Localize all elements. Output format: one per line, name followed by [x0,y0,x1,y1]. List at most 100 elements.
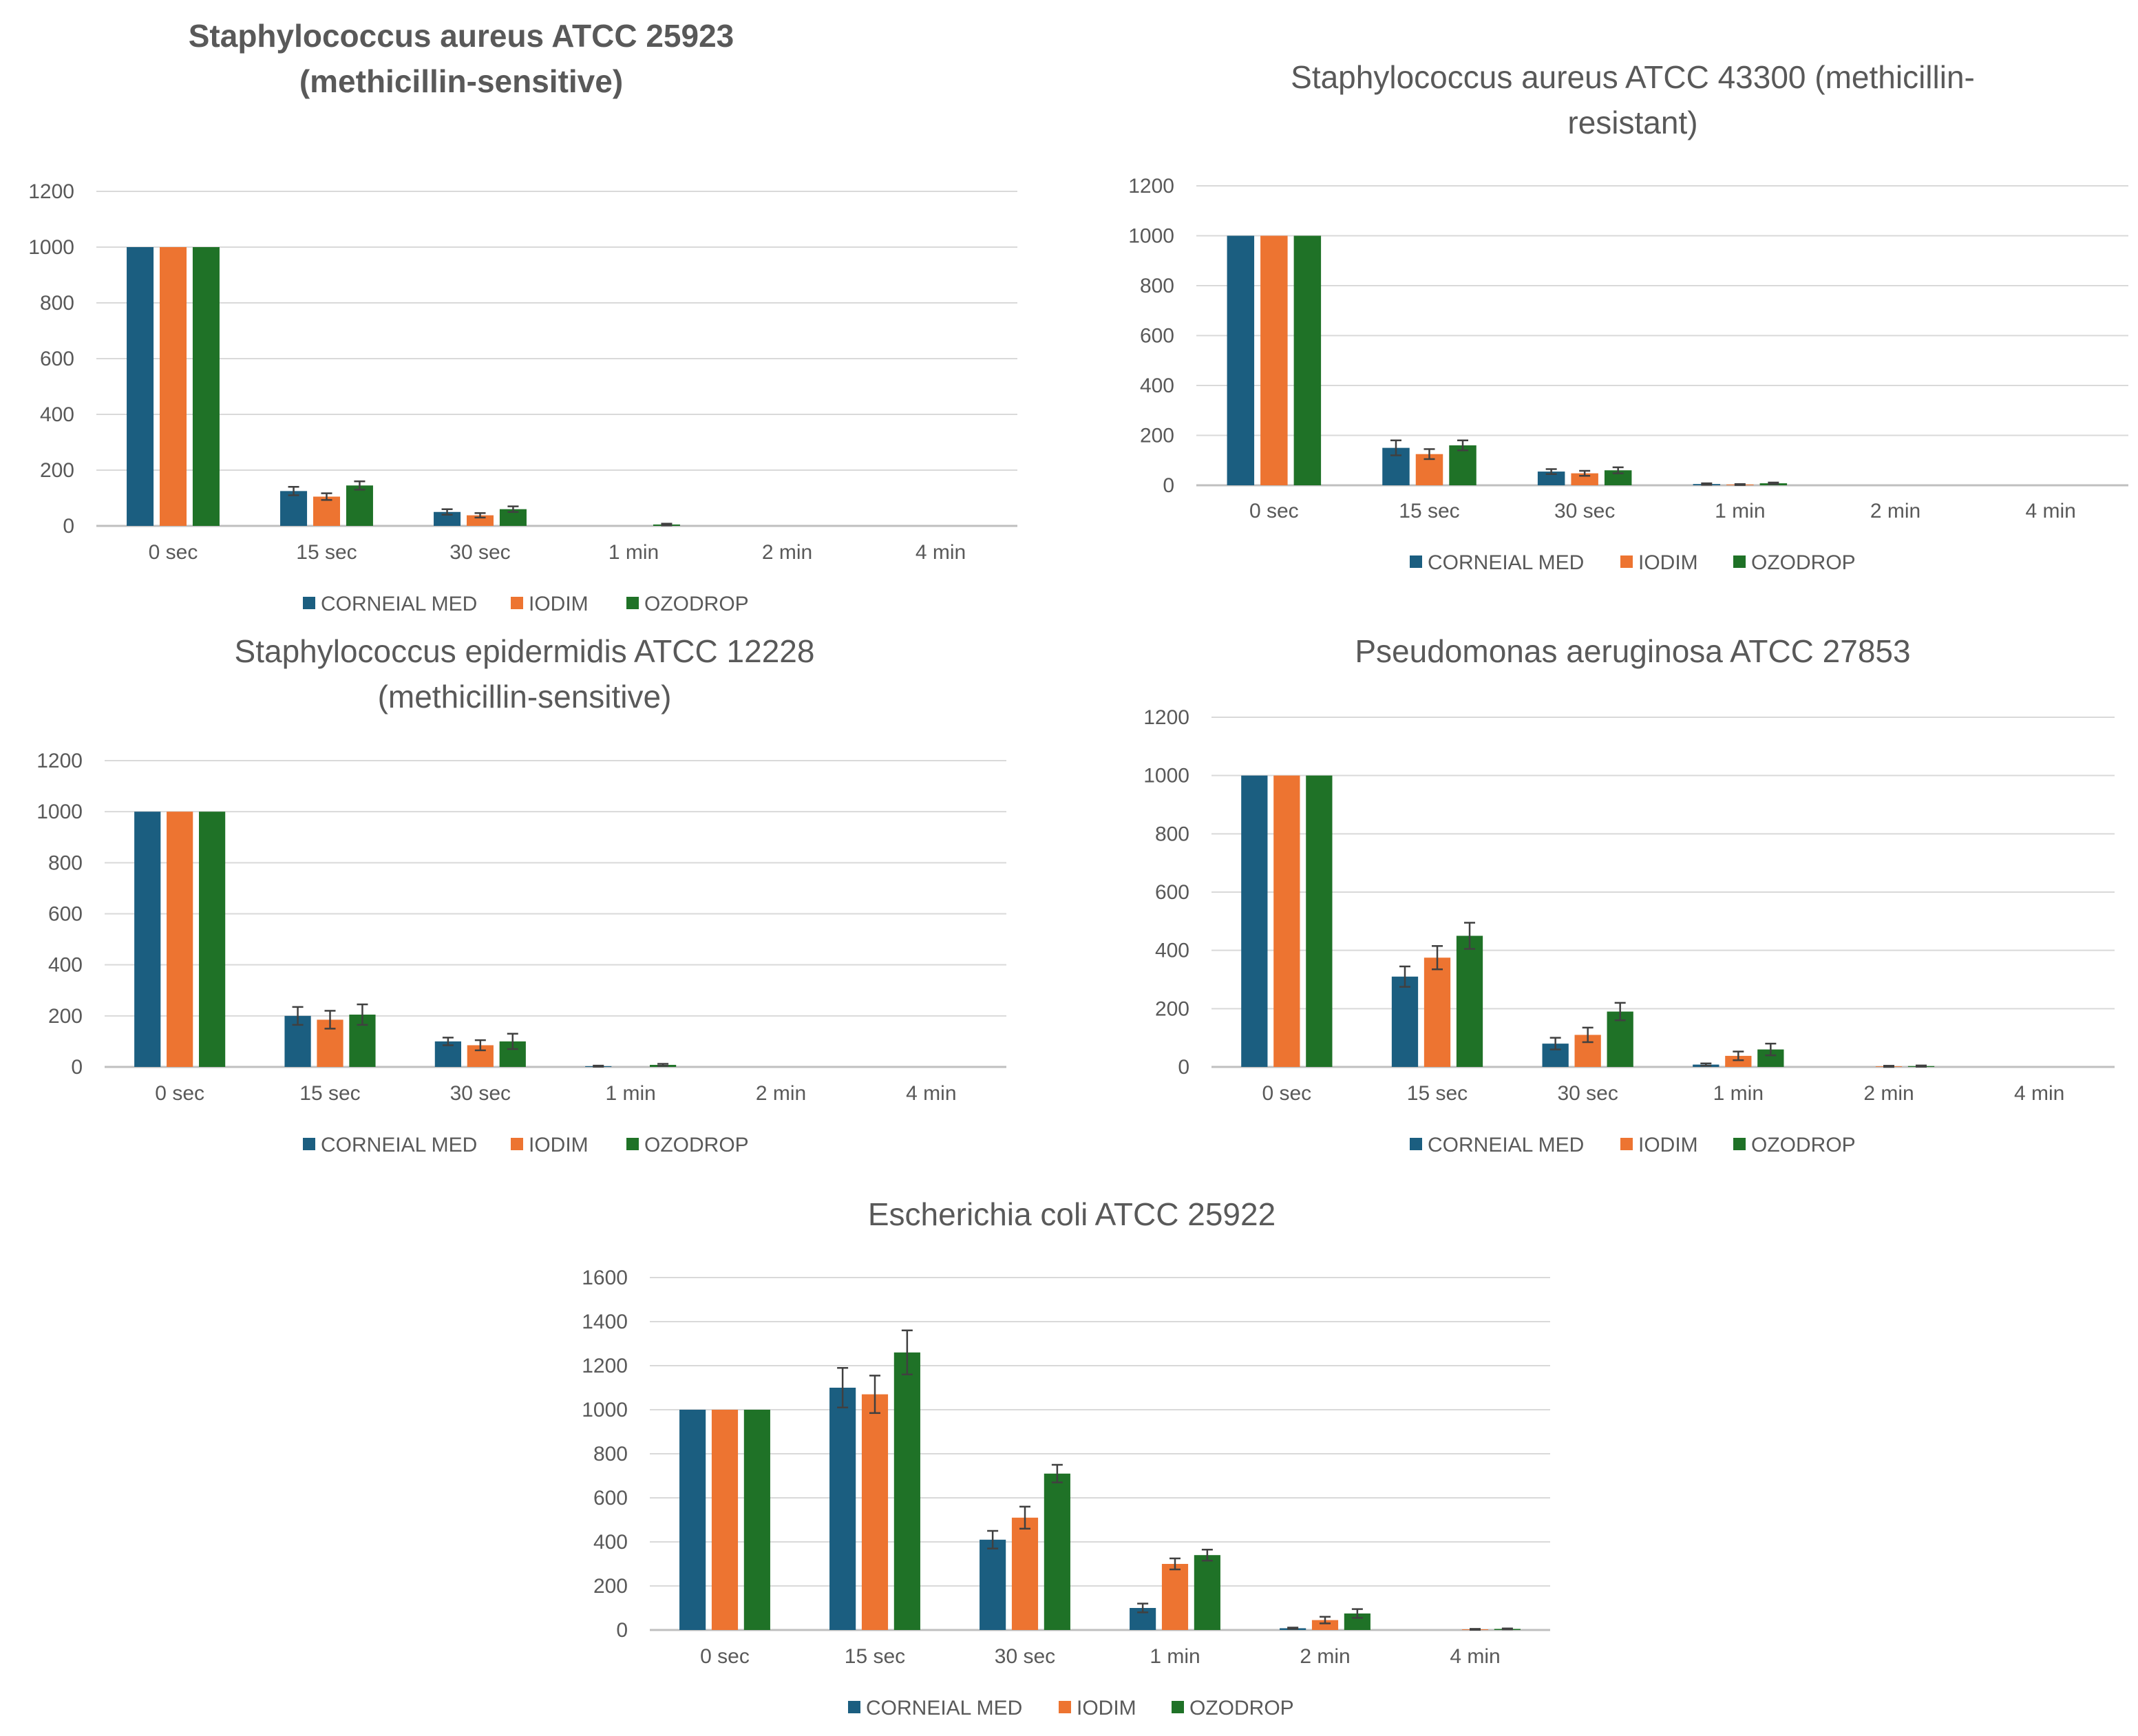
x-tick-label: 2 min [1300,1645,1350,1668]
legend-swatch [303,1138,315,1150]
bar [127,247,154,526]
y-tick-label: 0 [71,1056,83,1079]
y-tick-label: 1000 [1128,225,1174,248]
bar [159,247,187,526]
x-tick-label: 1 min [608,541,659,564]
legend-swatch [1410,555,1422,568]
legend-swatch [848,1701,860,1713]
chart-5: Escherichia coli ATCC 25922 0 200 400 600 800… [582,1196,1550,1719]
x-tick-label: 4 min [906,1082,956,1105]
chart-title: resistant) [1567,105,1697,140]
y-tick-label: 1400 [582,1311,628,1333]
x-tick-label: 30 sec [1557,1082,1618,1105]
y-tick-label: 0 [1163,474,1174,497]
y-tick-label: 0 [616,1619,628,1642]
x-tick-label: 1 min [1713,1082,1764,1105]
bar [711,1410,739,1630]
legend-label: IODIM [529,593,589,615]
legend-label: CORNEIAL MED [321,1134,477,1156]
y-tick-label: 0 [63,515,74,538]
x-tick-label: 2 min [756,1082,806,1105]
legend-label: IODIM [1638,551,1698,574]
legend-label: OZODROP [1189,1697,1294,1719]
y-tick-label: 1200 [582,1355,628,1377]
legend-swatch [511,1138,523,1150]
y-tick-label: 1200 [28,180,74,203]
y-tick-label: 1200 [1128,175,1174,198]
bar [1194,1555,1220,1630]
legend-swatch [1059,1701,1071,1713]
bar [1725,1055,1752,1067]
legend-label: OZODROP [644,593,749,615]
bar [1449,445,1477,485]
x-tick-label: 2 min [762,541,812,564]
x-tick-label: 0 sec [700,1645,750,1668]
y-tick-label: 1600 [582,1267,628,1289]
y-tick-label: 400 [48,954,83,977]
y-tick-label: 400 [1140,374,1174,397]
bar [679,1410,706,1630]
bar [1293,235,1322,485]
bar [1227,235,1255,485]
legend-swatch [1733,1138,1746,1150]
chart-title: Pseudomonas aeruginosa ATCC 27853 [1355,633,1910,669]
y-tick-label: 200 [40,459,74,482]
bar [313,496,341,526]
legend-label: OZODROP [1751,1134,1856,1156]
bar [1456,935,1483,1067]
bar [346,485,373,526]
x-tick-label: 15 sec [296,541,357,564]
x-tick-label: 1 min [1150,1645,1200,1668]
x-tick-label: 2 min [1870,500,1920,522]
y-tick-label: 200 [593,1575,628,1598]
bar [1273,775,1300,1067]
y-tick-label: 800 [593,1443,628,1465]
y-tick-label: 400 [1155,940,1189,962]
bar [192,247,220,526]
bar [829,1388,856,1630]
chart-title: (methicillin-sensitive) [299,63,623,99]
bar [1161,1564,1189,1630]
legend-swatch [303,597,315,609]
x-tick-label: 4 min [915,541,966,564]
chart-1: Staphylococcus aureus ATCC 25923 (methici… [28,18,1017,615]
legend-label: IODIM [1077,1697,1136,1719]
legend-swatch [626,1138,639,1150]
legend-label: OZODROP [644,1134,749,1156]
x-tick-label: 1 min [605,1082,655,1105]
bar [1423,957,1451,1067]
y-tick-label: 600 [48,903,83,926]
x-tick-label: 0 sec [1262,1082,1311,1105]
y-tick-label: 1200 [1143,706,1189,729]
x-tick-label: 15 sec [845,1645,905,1668]
legend-label: IODIM [1638,1134,1698,1156]
legend-swatch [1620,555,1633,568]
y-tick-label: 400 [593,1531,628,1554]
y-tick-label: 1000 [36,801,83,823]
bar [1311,1620,1339,1630]
bar [466,515,494,526]
legend-label: CORNEIAL MED [321,593,477,615]
chart-title: Staphylococcus aureus ATCC 43300 (methic… [1291,59,1975,95]
legend-swatch [1410,1138,1422,1150]
bar [861,1394,889,1630]
legend-label: IODIM [529,1134,589,1156]
y-tick-label: 1000 [28,236,74,259]
chart-4: Pseudomonas aeruginosa ATCC 27853 0 200 400… [1143,633,2115,1156]
bar [893,1352,920,1630]
bar [1241,775,1268,1067]
x-tick-label: 4 min [1450,1645,1500,1668]
bar [199,812,226,1067]
x-tick-label: 0 sec [155,1082,204,1105]
x-tick-label: 30 sec [449,541,510,564]
x-tick-label: 0 sec [149,541,198,564]
legend-label: CORNEIAL MED [866,1697,1022,1719]
legend-label: CORNEIAL MED [1428,551,1584,574]
x-tick-label: 15 sec [1407,1082,1468,1105]
bar [134,812,161,1067]
bar [1044,1473,1070,1630]
bar [1306,775,1333,1067]
x-tick-label: 0 sec [1249,500,1299,522]
